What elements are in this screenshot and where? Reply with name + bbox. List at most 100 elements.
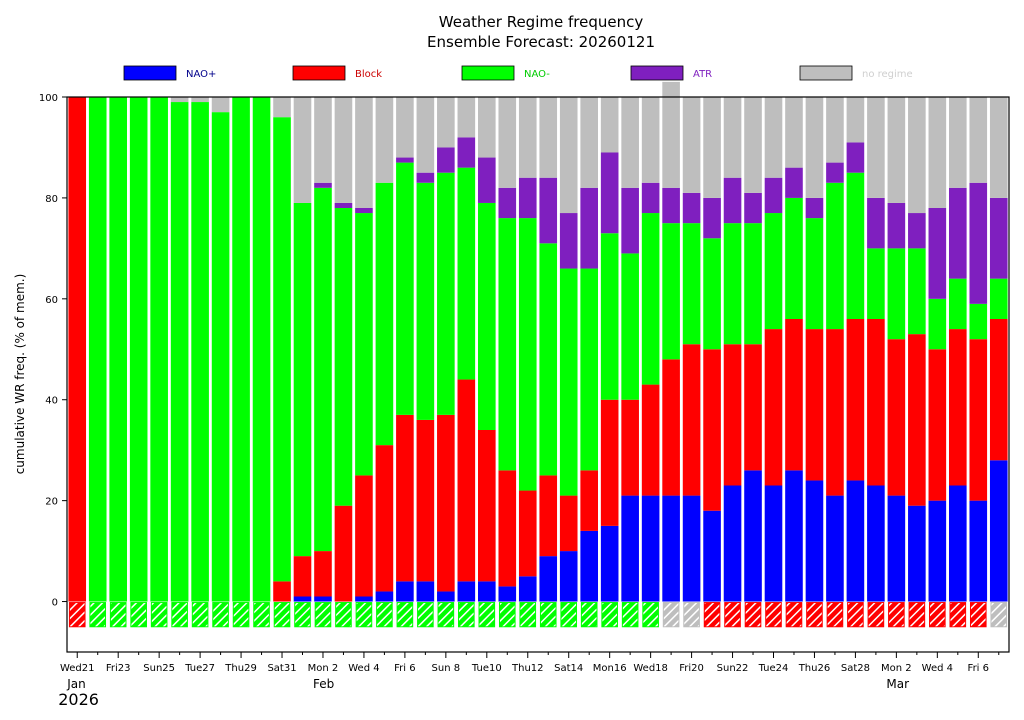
bar-segment: [805, 97, 824, 198]
bar-segment: [948, 485, 967, 602]
bar-segment: [580, 530, 599, 602]
indicator-hatch: [969, 602, 987, 628]
x-tick-label: Sat28: [841, 663, 870, 674]
bar-segment: [518, 490, 537, 577]
bar-segment: [437, 97, 455, 148]
bar-segment: [764, 97, 783, 178]
bar-segment: [396, 581, 414, 602]
bar-segment: [662, 81, 680, 188]
bar-segment: [314, 187, 332, 552]
bar-segment: [887, 97, 906, 203]
legend-swatch-atr: [630, 65, 684, 81]
x-tick-label: Wed 4: [348, 663, 379, 674]
bar-segment: [477, 581, 496, 602]
bar-segment: [457, 137, 476, 168]
bar-segment: [437, 147, 455, 173]
bar-segment: [580, 268, 599, 471]
bar-segment: [539, 177, 558, 244]
axes: 0 20 40 60 80 100 Wed21 Fri23 Sun25 Tue27 Thu29 Sat…: [39, 93, 1010, 709]
bar-segment: [191, 97, 209, 103]
x-tick-label: Sun 8: [432, 663, 461, 674]
bar-segment: [355, 475, 373, 597]
bar-segment: [744, 192, 762, 224]
bar-segment: [989, 278, 1008, 319]
bar-segment: [355, 213, 373, 476]
bar-segment: [989, 319, 1008, 461]
bar-segment: [989, 197, 1008, 279]
x-tick-label: Sat14: [554, 663, 583, 674]
indicator-hatch: [335, 602, 352, 628]
indicator-hatch: [908, 602, 926, 628]
bar-segment: [887, 202, 906, 249]
legend-swatch-nao-: [123, 65, 177, 81]
bar-segment: [211, 97, 230, 113]
bar-segment: [928, 208, 947, 299]
bar-segment: [826, 329, 844, 496]
legend-label: NAO+: [186, 69, 216, 80]
bar-segment: [805, 218, 824, 330]
bar-segment: [785, 197, 803, 319]
indicator-hatch: [253, 602, 270, 628]
bar-segment: [580, 470, 599, 531]
plot-frame: [66, 96, 1010, 653]
indicator-hatch: [539, 602, 557, 628]
bar-segment: [293, 596, 312, 602]
bar-segment: [948, 278, 967, 330]
y-axis-label: cumulative WR freq. (% of mem.): [13, 274, 27, 475]
indicator-hatch: [478, 602, 496, 628]
bar-segment: [273, 97, 291, 118]
bar-segment: [416, 172, 435, 183]
bar-segment: [559, 495, 578, 552]
x-tick-label: Wed18: [633, 663, 668, 674]
chart-title: Weather Regime frequency: [439, 13, 644, 31]
bar-segment: [355, 208, 373, 214]
bar-segment: [969, 500, 988, 602]
bar-segment: [498, 470, 517, 587]
x-tick-label: Wed 4: [922, 663, 953, 674]
bar-segment: [908, 248, 926, 335]
x-tick-label: Mon 2: [881, 663, 912, 674]
bar-segment: [109, 97, 128, 602]
bar-segment: [293, 202, 312, 557]
bar-segment: [559, 213, 578, 269]
bar-segment: [908, 334, 926, 506]
bar-segment: [764, 213, 783, 330]
bar-segment: [170, 102, 189, 602]
bar-segment: [559, 268, 578, 496]
month-label: Feb: [313, 677, 334, 691]
indicator-hatch: [867, 602, 885, 628]
x-tick-label: Sun25: [143, 663, 175, 674]
indicator-hatch: [724, 602, 741, 628]
bar-segment: [539, 556, 558, 602]
indicator-hatch: [847, 602, 864, 628]
indicator-hatch: [294, 602, 311, 628]
bar-segment: [744, 470, 762, 602]
indicator-hatch: [990, 602, 1008, 628]
bar-segment: [314, 551, 332, 597]
bar-segment: [805, 329, 824, 481]
y-tick-label: 60: [45, 295, 58, 306]
indicator-hatch: [191, 602, 209, 628]
indicator-hatch: [806, 602, 823, 628]
bar-segment: [908, 97, 926, 214]
indicator-hatch: [560, 602, 578, 628]
indicator-hatch: [498, 602, 516, 628]
bar-segment: [969, 97, 988, 183]
bar-segment: [723, 344, 742, 486]
bar-segment: [826, 182, 844, 330]
bar-segment: [518, 177, 537, 219]
x-tick-label: Sun22: [717, 663, 749, 674]
bar-segment: [846, 480, 865, 602]
month-label: Mar: [886, 677, 909, 691]
bar-segment: [887, 495, 906, 602]
bar-segment: [826, 162, 844, 183]
indicator-hatch: [744, 602, 762, 628]
indicator-hatch: [785, 602, 803, 628]
x-tick-label: Fri 6: [968, 663, 989, 674]
indicator-hatch: [519, 602, 537, 628]
legend-label: no regime: [862, 69, 913, 80]
chart-subtitle: Ensemble Forecast: 20260121: [427, 33, 655, 51]
bar-segment: [641, 97, 660, 183]
bar-segment: [477, 202, 496, 430]
bar-segment: [785, 319, 803, 471]
